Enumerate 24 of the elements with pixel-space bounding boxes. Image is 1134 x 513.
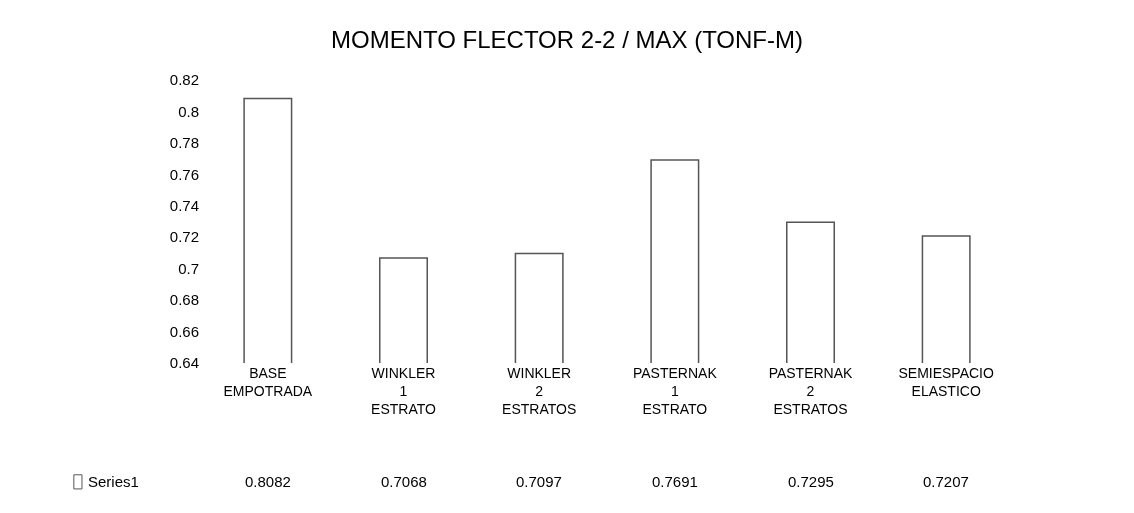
x-tick-label: SEMIESPACIO ELASTICO (898, 365, 994, 400)
data-label: 0.7068 (381, 473, 427, 490)
chart-title: MOMENTO FLECTOR 2-2 / MAX (TONF-M) (330, 25, 804, 53)
y-tick-label: 0.66 (169, 322, 199, 340)
x-tick-label: WINKLER 1 ESTRATO (371, 365, 437, 418)
y-tick-label: 0.72 (169, 228, 199, 246)
y-tick-label: 0.7 (178, 259, 199, 277)
x-tick-label: WINKLER 2 ESTRATOS (502, 365, 577, 418)
data-label: 0.7097 (516, 473, 562, 490)
data-label: 0.8082 (245, 473, 291, 490)
y-tick-label: 0.64 (169, 354, 199, 372)
x-tick-label: PASTERNAK 2 ESTRATOS (768, 365, 854, 418)
x-tick-label: BASE EMPOTRADA (223, 365, 313, 400)
y-tick-label: 0.68 (169, 291, 199, 309)
y-tick-label: 0.78 (169, 134, 199, 152)
data-label: 0.7691 (652, 473, 698, 490)
y-tick-label: 0.8 (178, 102, 199, 120)
y-tick-label: 0.74 (169, 197, 199, 215)
data-label: 0.7207 (923, 473, 969, 490)
data-label: 0.7295 (788, 473, 834, 490)
y-tick-label: 0.76 (169, 165, 199, 183)
x-tick-label: PASTERNAK 1 ESTRATO (632, 365, 718, 418)
legend-label: Series1 (88, 473, 139, 490)
y-tick-label: 0.82 (169, 71, 199, 89)
